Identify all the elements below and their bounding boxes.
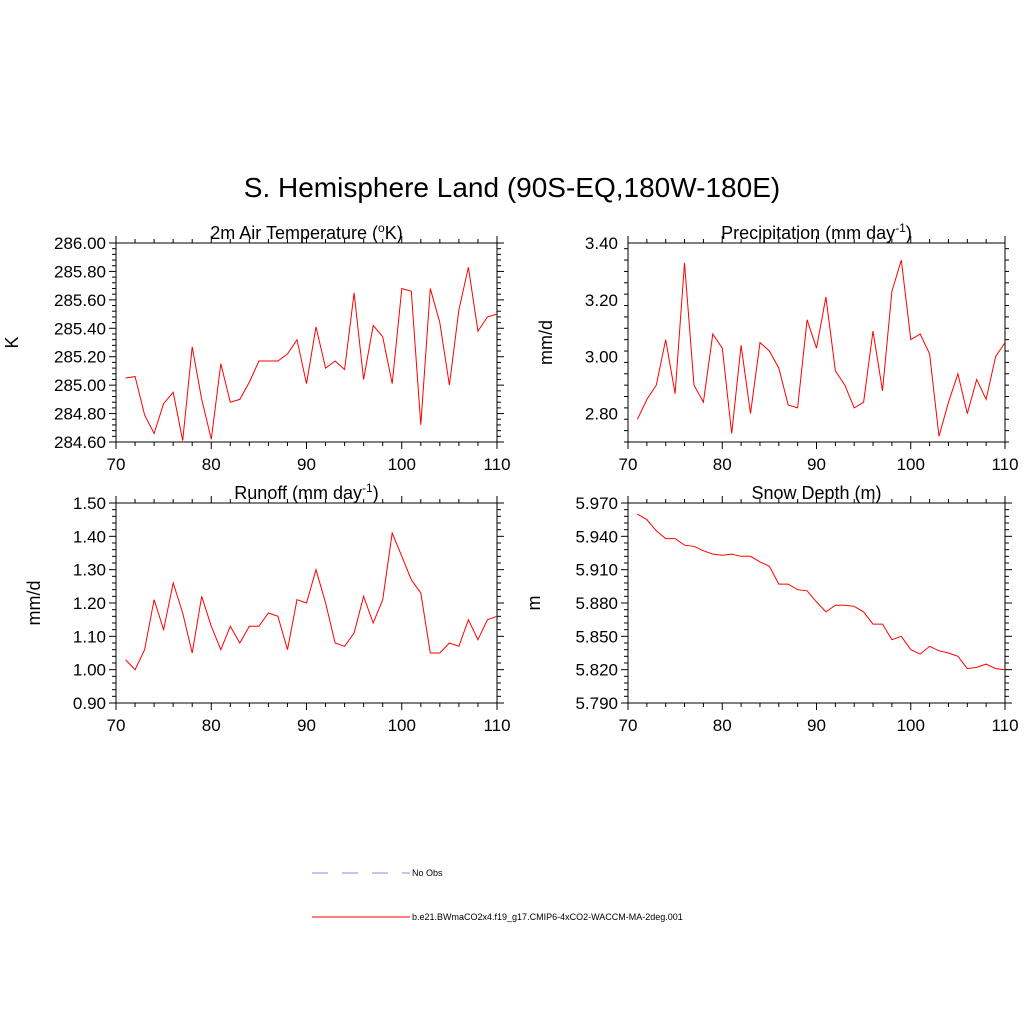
y-tick-label: 1.40 <box>73 527 106 546</box>
y-tick-label: 285.00 <box>54 376 106 395</box>
x-tick-label: 110 <box>991 455 1018 474</box>
x-tick-label: 110 <box>483 455 510 474</box>
y-tick-label: 2.80 <box>585 405 618 424</box>
y-tick-label: 1.00 <box>73 661 106 680</box>
x-tick-label: 100 <box>388 455 416 474</box>
x-tick-label: 70 <box>619 455 638 474</box>
y-tick-label: 5.910 <box>575 561 618 580</box>
x-tick-label: 70 <box>619 716 638 735</box>
plot-frame <box>115 242 498 443</box>
x-tick-label: 70 <box>107 716 126 735</box>
y-axis-label: K <box>2 336 22 348</box>
y-tick-label: 1.50 <box>73 494 106 513</box>
y-tick-label: 5.820 <box>575 661 618 680</box>
x-tick-label: 80 <box>713 455 732 474</box>
series-line <box>125 531 498 671</box>
y-tick-label: 284.60 <box>54 433 106 452</box>
series-line <box>636 259 1006 437</box>
y-tick-label: 285.40 <box>54 319 106 338</box>
x-tick-label: 80 <box>713 716 732 735</box>
y-tick-label: 1.10 <box>73 627 106 646</box>
y-tick-label: 284.80 <box>54 405 106 424</box>
plot-frame <box>627 242 1006 443</box>
y-tick-label: 5.970 <box>575 494 618 513</box>
legend-model-label: b.e21.BWmaCO2x4.f19_g17.CMIP6-4xCO2-WACC… <box>412 912 683 922</box>
y-tick-label: 1.20 <box>73 594 106 613</box>
y-tick-label: 5.880 <box>575 594 618 613</box>
figure-title: S. Hemisphere Land (90S-EQ,180W-180E) <box>244 172 780 203</box>
y-tick-label: 5.850 <box>575 627 618 646</box>
panel-title: Runoff (mm day-1) <box>234 481 378 503</box>
x-tick-label: 90 <box>297 455 316 474</box>
y-tick-label: 5.790 <box>575 694 618 713</box>
x-tick-label: 100 <box>897 455 925 474</box>
x-tick-label: 110 <box>483 716 510 735</box>
y-tick-label: 286.00 <box>54 234 106 253</box>
series-line <box>637 513 1006 671</box>
x-tick-label: 70 <box>107 455 126 474</box>
x-tick-label: 90 <box>807 455 826 474</box>
x-tick-label: 90 <box>807 716 826 735</box>
y-tick-label: 3.00 <box>585 348 618 367</box>
panels: 70 80 90 100 110 284.60 284.80 285.00 285.20 285.… <box>2 221 1019 735</box>
y-tick-label: 0.90 <box>73 694 106 713</box>
y-tick-label: 285.80 <box>54 262 106 281</box>
legend: No Obs b.e21.BWmaCO2x4.f19_g17.CMIP6-4xC… <box>312 868 683 922</box>
y-axis-label: m <box>524 596 544 611</box>
x-tick-label: 80 <box>202 455 221 474</box>
y-tick-label: 285.20 <box>54 348 106 367</box>
y-tick-label: 5.940 <box>575 527 618 546</box>
x-tick-label: 90 <box>297 716 316 735</box>
panel-3: 70 80 90 100 110 0.90 1.00 1.10 1.20 1.30 1.40 1.50… <box>24 481 511 735</box>
panel-4: 70 80 90 100 110 5.790 5.820 5.850 5.880 5.910 5.9… <box>524 483 1019 735</box>
y-axis-label: mm/d <box>24 581 44 626</box>
x-tick-label: 80 <box>202 716 221 735</box>
series-line <box>125 267 498 441</box>
y-tick-label: 3.20 <box>585 291 618 310</box>
x-tick-label: 100 <box>897 716 925 735</box>
panel-2: 70 80 90 100 110 2.80 3.00 3.20 3.40 Precipitatio… <box>536 221 1019 474</box>
plot-frame <box>627 502 1006 704</box>
legend-obs-label: No Obs <box>412 868 443 878</box>
panel-title: Precipitation (mm day-1) <box>721 221 912 243</box>
x-tick-label: 100 <box>388 716 416 735</box>
y-axis-label: mm/d <box>536 320 556 365</box>
y-tick-label: 3.40 <box>585 234 618 253</box>
x-tick-label: 110 <box>991 716 1018 735</box>
panel-1: 70 80 90 100 110 284.60 284.80 285.00 285.20 285.… <box>2 221 511 474</box>
panel-title: Snow Depth (m) <box>751 483 881 503</box>
y-tick-label: 285.60 <box>54 291 106 310</box>
y-tick-label: 1.30 <box>73 561 106 580</box>
panel-title: 2m Air Temperature (oK) <box>210 221 402 243</box>
